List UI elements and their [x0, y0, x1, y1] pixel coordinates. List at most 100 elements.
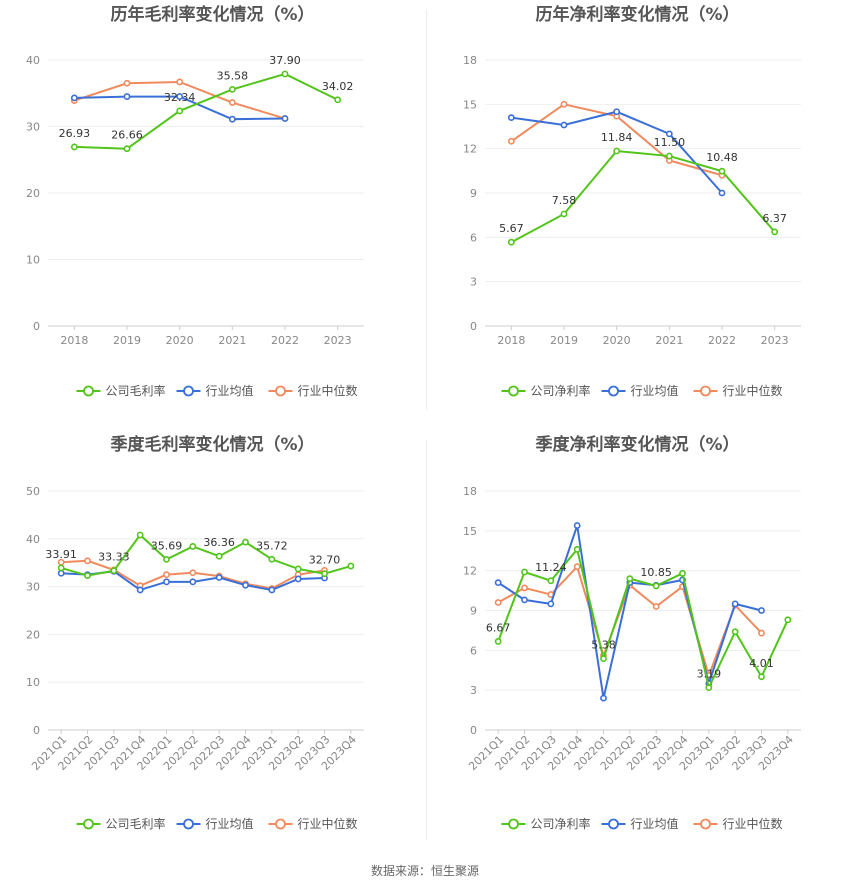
data-label: 6.37 — [762, 212, 787, 225]
data-point — [494, 579, 502, 587]
x-tick-label: 2023 — [761, 334, 789, 347]
data-point — [268, 586, 276, 594]
legend-marker — [275, 385, 286, 397]
data-point — [718, 167, 726, 175]
legend-marker — [83, 385, 94, 397]
data-point — [189, 569, 197, 577]
data-point — [215, 574, 223, 581]
legend-marker — [508, 818, 519, 830]
data-point — [163, 556, 170, 563]
data-point — [758, 607, 765, 614]
data-point — [507, 114, 515, 122]
legend-item[interactable]: 行业中位数 — [268, 816, 358, 831]
y-tick-label: 12 — [463, 143, 477, 156]
legend-marker — [700, 818, 711, 830]
y-tick-label: 0 — [33, 724, 40, 737]
data-point — [560, 121, 568, 129]
chart-annual-gross-margin: 历年毛利率变化情况（%） 0 10 20 30 40 2018 2019 2020 2021 202… — [0, 0, 425, 415]
legend-item[interactable]: 公司净利率 — [501, 383, 591, 398]
data-label: 11.24 — [535, 561, 567, 574]
y-tick-label: 3 — [470, 276, 477, 289]
series-line — [497, 525, 762, 699]
legend-item[interactable]: 公司净利率 — [501, 816, 591, 831]
y-tick-label: 6 — [470, 231, 477, 244]
data-point — [228, 115, 236, 123]
data-point — [163, 578, 170, 586]
legend-item[interactable]: 行业中位数 — [693, 816, 783, 831]
data-label: 10.85 — [640, 566, 672, 579]
data-label: 37.90 — [269, 54, 301, 67]
data-point — [281, 70, 289, 78]
x-tick-label: 2019 — [113, 334, 141, 347]
data-label: 32.70 — [309, 554, 341, 567]
data-point — [123, 93, 131, 100]
legend-item[interactable]: 公司毛利率 — [76, 383, 166, 398]
data-point — [600, 694, 607, 702]
data-label: 3.19 — [697, 668, 722, 681]
legend-item[interactable]: 行业中位数 — [693, 383, 783, 398]
data-label: 11.84 — [601, 131, 633, 144]
data-point — [547, 577, 555, 585]
data-point — [228, 99, 236, 106]
data-point — [494, 638, 502, 645]
data-point — [652, 582, 660, 590]
data-point — [189, 543, 197, 550]
data-point — [560, 100, 568, 108]
data-label: 34.02 — [322, 80, 354, 93]
legend-label: 公司净利率 — [531, 816, 591, 831]
legend-item[interactable]: 公司毛利率 — [76, 816, 166, 831]
data-point — [613, 147, 621, 155]
chart-svg: 季度毛利率变化情况（%）010203040502021Q12021Q22021Q… — [26, 434, 364, 831]
data-point — [294, 565, 302, 573]
legend-label: 行业中位数 — [723, 816, 783, 831]
y-tick-label: 15 — [463, 525, 477, 538]
legend-item[interactable]: 行业均值 — [601, 816, 679, 831]
chart-quarterly-net-margin: 季度净利率变化情况（%） 0 3 6 9 12 15 18 2021Q1 2021Q2 2021Q3… — [425, 430, 850, 850]
data-point — [281, 115, 289, 122]
data-point — [228, 85, 236, 93]
y-tick-label: 3 — [470, 684, 477, 697]
y-tick-label: 50 — [26, 485, 40, 498]
legend-marker — [83, 818, 94, 830]
legend-label: 行业均值 — [631, 383, 679, 398]
y-tick-label: 10 — [26, 254, 40, 267]
legend-item[interactable]: 行业中位数 — [268, 383, 358, 398]
data-point — [573, 522, 581, 529]
data-label: 33.91 — [45, 548, 77, 561]
legend-marker — [700, 385, 711, 397]
data-point — [731, 628, 739, 636]
data-label: 4.01 — [749, 657, 774, 670]
chart-quarterly-gross-margin: 季度毛利率变化情况（%） 0 10 20 30 40 50 2021Q1 2021Q2 2021Q… — [0, 430, 425, 850]
data-point — [679, 569, 686, 577]
x-tick-label: 2021 — [655, 334, 683, 347]
x-tick-label: 2021 — [218, 334, 246, 347]
data-label: 10.48 — [706, 151, 738, 164]
y-tick-label: 40 — [26, 54, 40, 67]
chart-svg: 历年净利率变化情况（%） 0 3 6 9 12 15 18 2018 2019 2020 2021 20… — [463, 4, 801, 398]
data-point — [521, 596, 528, 604]
data-point — [57, 569, 65, 577]
series-line — [60, 533, 352, 577]
chart-annual-net-margin: 历年净利率变化情况（%） 0 3 6 9 12 15 18 2018 2019 2020 2021 20… — [425, 0, 850, 415]
legend-item[interactable]: 行业均值 — [176, 383, 254, 398]
data-label: 26.66 — [111, 129, 143, 142]
data-label: 6.67 — [486, 621, 511, 634]
legend-label: 公司毛利率 — [106, 816, 166, 831]
data-point — [560, 210, 568, 218]
y-tick-label: 18 — [463, 54, 477, 67]
legend-label: 行业中位数 — [298, 816, 358, 831]
chart-title: 季度毛利率变化情况（%） — [110, 434, 314, 455]
legend-label: 行业均值 — [206, 816, 254, 831]
y-tick-label: 10 — [26, 676, 40, 689]
data-point — [718, 189, 726, 197]
chart-svg: 季度净利率变化情况（%）03691215182021Q12021Q22021Q3… — [463, 434, 801, 831]
legend-item[interactable]: 行业均值 — [176, 816, 254, 831]
data-point — [123, 79, 131, 87]
legend-marker — [183, 385, 194, 397]
x-tick-label: 2023 — [324, 334, 352, 347]
y-tick-label: 6 — [470, 644, 477, 657]
legend-item[interactable]: 行业均值 — [601, 383, 679, 398]
legend-label: 行业中位数 — [298, 383, 358, 398]
source-note: 数据来源：恒生聚源 — [370, 864, 479, 878]
chart-title: 历年净利率变化情况（%） — [535, 4, 739, 25]
